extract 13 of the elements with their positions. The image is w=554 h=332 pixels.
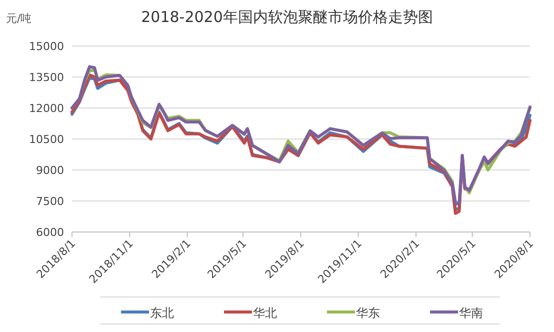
- legend-label: 华南: [459, 306, 483, 320]
- y-tick-label: 13500: [29, 71, 64, 84]
- y-tick-label: 7500: [36, 195, 64, 208]
- legend-label: 华北: [253, 306, 277, 320]
- legend-label: 东北: [150, 306, 174, 320]
- y-tick-label: 9000: [36, 164, 64, 177]
- y-tick-label: 15000: [29, 40, 64, 53]
- legend-label: 华东: [356, 306, 380, 320]
- y-axis-title: 元/吨: [6, 12, 32, 25]
- y-tick-label: 10500: [29, 133, 64, 146]
- chart-title: 2018-2020年国内软泡聚醚市场价格走势图: [141, 8, 433, 26]
- y-tick-label: 12000: [29, 102, 64, 115]
- y-tick-label: 6000: [36, 226, 64, 239]
